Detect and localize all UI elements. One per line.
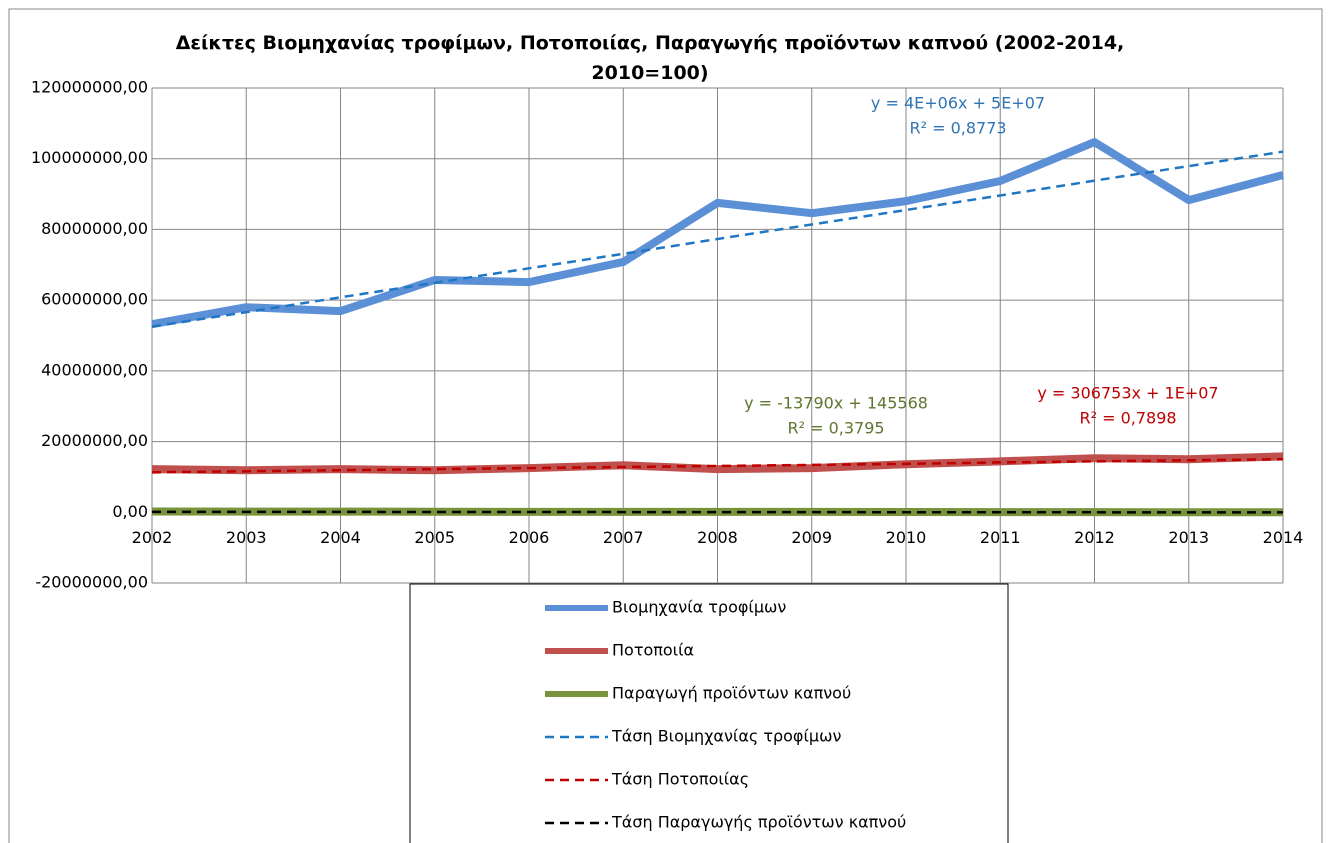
x-tick-label: 2004 xyxy=(320,528,361,547)
y-tick-label: 100000000,00 xyxy=(31,148,148,167)
legend-label: Τάση Ποτοποιίας xyxy=(611,770,749,789)
y-tick-label: 120000000,00 xyxy=(31,78,148,97)
x-tick-label: 2010 xyxy=(886,528,927,547)
x-tick-label: 2012 xyxy=(1074,528,1115,547)
legend-label: Τάση Παραγωγής προϊόντων καπνού xyxy=(611,813,906,832)
annotation: R² = 0,8773 xyxy=(909,119,1006,138)
y-tick-label: 40000000,00 xyxy=(41,360,148,379)
y-tick-label: 60000000,00 xyxy=(41,290,148,309)
x-tick-label: 2009 xyxy=(791,528,832,547)
annotation: R² = 0,3795 xyxy=(787,419,884,438)
legend-label: Βιομηχανία τροφίμων xyxy=(612,598,786,617)
legend-label: Ποτοποιία xyxy=(612,641,694,660)
y-tick-label: 20000000,00 xyxy=(41,431,148,450)
legend-box xyxy=(409,583,1009,843)
x-tick-label: 2007 xyxy=(603,528,644,547)
trend-line xyxy=(151,150,1284,328)
x-tick-label: 2011 xyxy=(980,528,1021,547)
annotation: y = 306753x + 1E+07 xyxy=(1037,384,1218,403)
x-tick-label: 2006 xyxy=(509,528,550,547)
y-tick-label: -20000000,00 xyxy=(35,573,148,592)
x-tick-label: 2003 xyxy=(226,528,267,547)
legend-label: Τάση Βιομηχανίας τροφίμων xyxy=(611,727,841,746)
annotation: R² = 0,7898 xyxy=(1079,409,1176,428)
x-tick-label: 2013 xyxy=(1168,528,1209,547)
series-line xyxy=(151,138,1285,329)
x-tick-label: 2014 xyxy=(1263,528,1304,547)
trend-line xyxy=(151,510,1284,514)
y-tick-label: 80000000,00 xyxy=(41,219,148,238)
chart-title: Δείκτες Βιομηχανίας τροφίμων, Ποτοποιίας… xyxy=(175,32,1125,84)
annotation: y = -13790x + 145568 xyxy=(744,394,928,413)
legend-label: Παραγωγή προϊόντων καπνού xyxy=(612,684,851,703)
x-tick-label: 2005 xyxy=(414,528,455,547)
annotation: y = 4E+06x + 5E+07 xyxy=(871,94,1045,113)
x-tick-label: 2008 xyxy=(697,528,738,547)
trend-line xyxy=(151,458,1284,474)
y-tick-label: 0,00 xyxy=(112,502,148,521)
